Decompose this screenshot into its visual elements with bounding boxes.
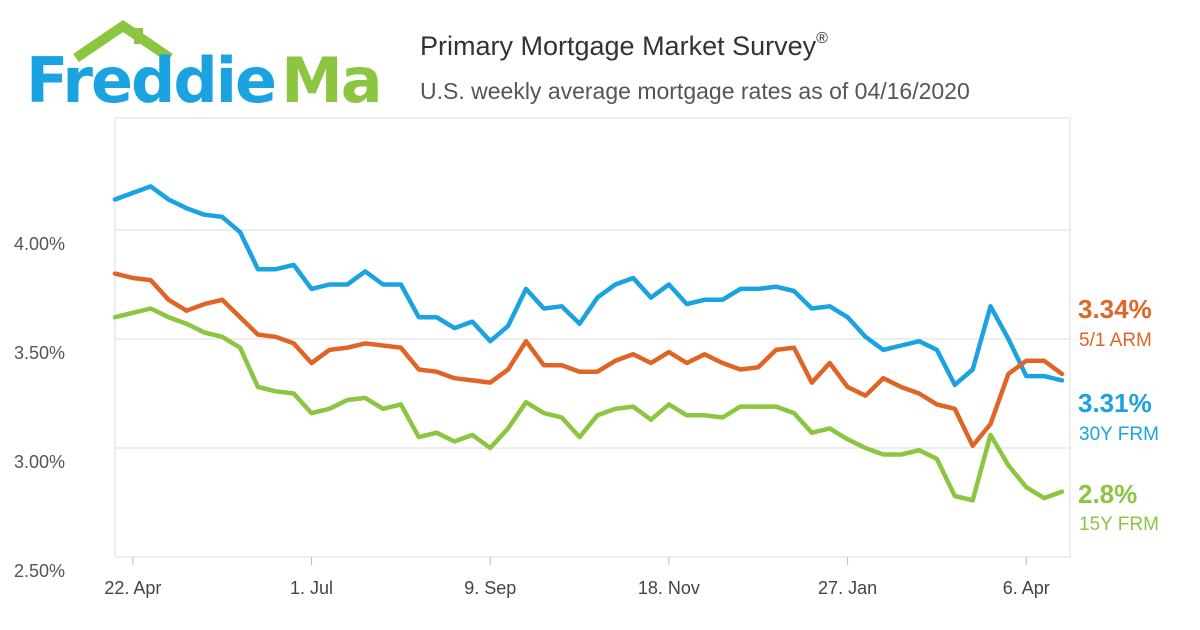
chart-subtitle: U.S. weekly average mortgage rates as of… xyxy=(420,78,970,104)
title-text: Primary Mortgage Market Survey xyxy=(420,31,817,61)
x-axis: 22. Apr 1. Jul 9. Sep 18. Nov 27. Jan 6. Apr xyxy=(104,557,1050,598)
registered-mark: ® xyxy=(816,30,828,47)
end-labels: 3.31% 30Y FRM 3.34% 5/1 ARM 2.8% 15Y FRM xyxy=(1078,294,1159,535)
logo-word-freddie: Freddie xyxy=(26,44,275,114)
series-name-5-1-arm: 5/1 ARM xyxy=(1079,330,1152,351)
series-name-15y-frm: 15Y FRM xyxy=(1079,514,1159,535)
x-tick-label: 18. Nov xyxy=(638,578,700,598)
y-tick-label: 3.50% xyxy=(14,343,65,363)
series-line-15y-frm xyxy=(112,306,1065,503)
series-line-30y-frm xyxy=(112,184,1065,388)
grid xyxy=(114,117,1071,558)
chart-title: Primary Mortgage Market Survey® xyxy=(420,30,828,62)
x-tick-label: 6. Apr xyxy=(1003,578,1050,598)
x-tick-label: 27. Jan xyxy=(818,578,877,598)
house-roof-icon xyxy=(73,19,173,63)
logo-word-mac: Mac xyxy=(281,44,382,114)
y-tick-label: 3.00% xyxy=(14,452,65,472)
series-name-30y-frm: 30Y FRM xyxy=(1079,424,1159,445)
y-tick-label: 2.50% xyxy=(14,561,65,581)
end-value-15y-frm: 2.8% xyxy=(1078,479,1137,509)
y-axis: 2.50% 3.00% 3.50% 4.00% xyxy=(14,234,65,581)
svg-text:FreddieMac: FreddieMac xyxy=(26,44,382,114)
house-chimney-icon xyxy=(134,28,143,44)
series-lines xyxy=(112,184,1065,503)
x-tick-label: 22. Apr xyxy=(104,578,161,598)
end-value-30y-frm: 3.31% xyxy=(1078,388,1152,418)
x-tick-label: 9. Sep xyxy=(464,578,516,598)
freddie-mac-logo: FreddieMac xyxy=(26,19,382,114)
y-tick-label: 4.00% xyxy=(14,234,65,254)
series-line-5-1-arm xyxy=(112,271,1065,449)
x-tick-label: 1. Jul xyxy=(290,578,333,598)
end-value-5-1-arm: 3.34% xyxy=(1078,294,1152,324)
